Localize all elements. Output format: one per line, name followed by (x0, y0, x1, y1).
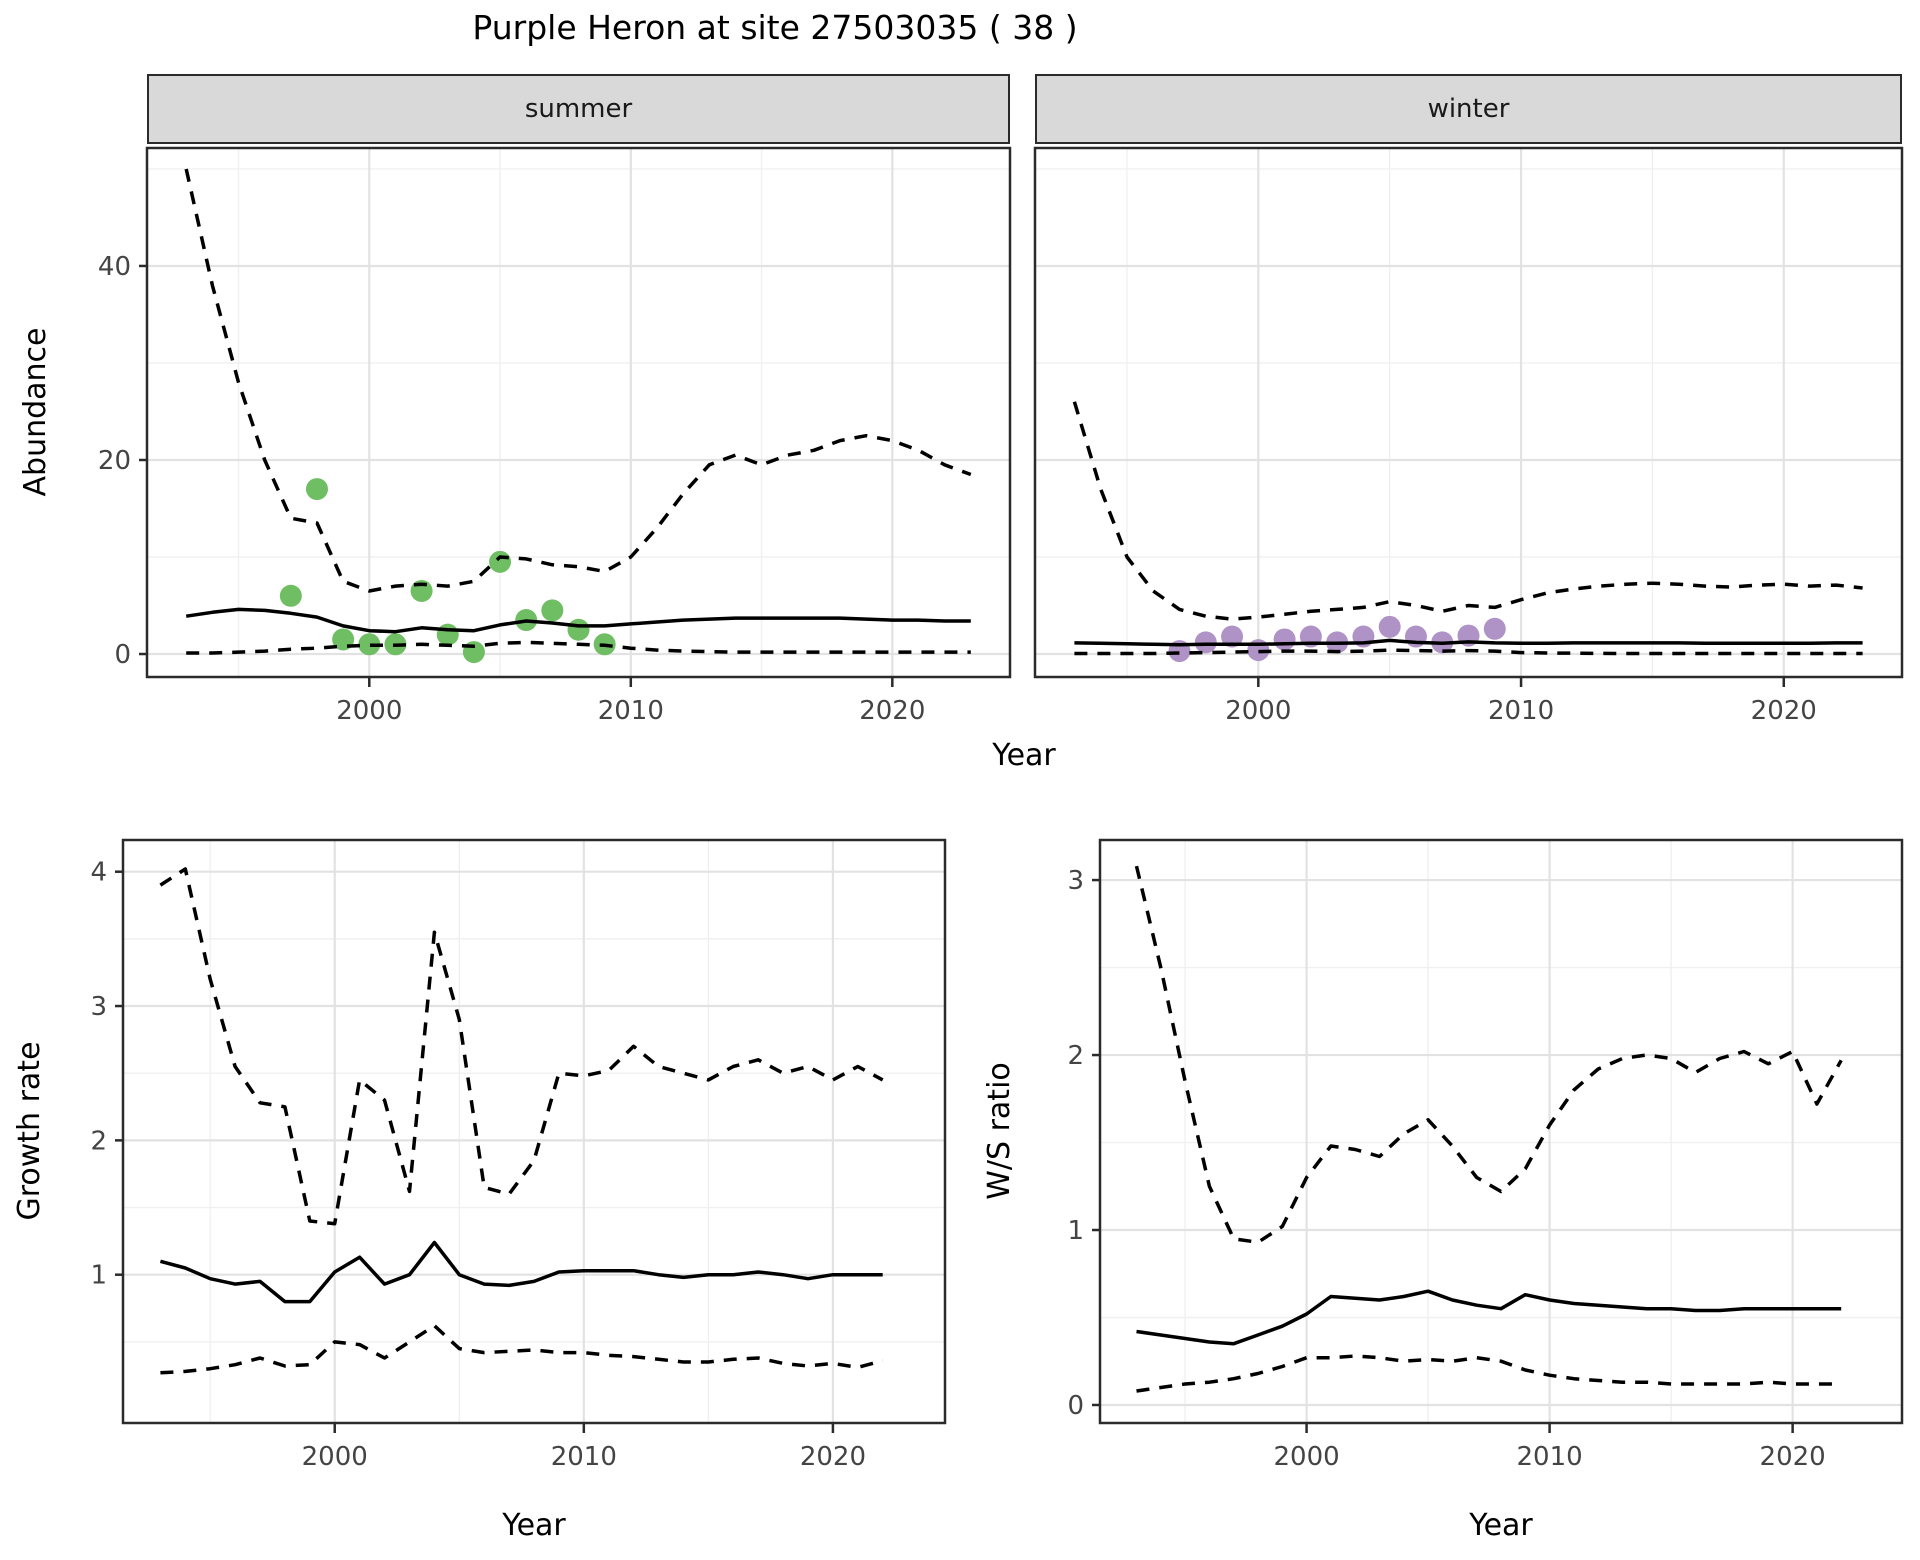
observed_abundance_summer-point (305, 478, 328, 501)
series-ws-upper_ci (1134, 865, 1843, 1245)
observed_abundance_winter-point (1273, 628, 1296, 651)
observed_abundance_summer-point (541, 599, 564, 622)
series-winter-upper_ci (1072, 401, 1863, 621)
y-tick-label: 4 (90, 858, 107, 888)
y-tick-label: 1 (90, 1261, 107, 1291)
x-tick-label: 2010 (1488, 696, 1554, 726)
observed_abundance_summer-point (567, 618, 590, 641)
observed_abundance_summer-point (358, 633, 381, 656)
x-tick-label: 2020 (800, 1442, 866, 1472)
facet-strip-summer: summer (147, 74, 1010, 144)
panel-growth (123, 840, 945, 1423)
panel-ws (1100, 840, 1902, 1423)
observed_abundance_winter-point (1483, 617, 1506, 640)
y-tick-label: 3 (90, 992, 107, 1022)
observed_abundance_winter-point (1378, 615, 1401, 638)
series-ws-lower_ci (1136, 1354, 1842, 1393)
observed_abundance_summer-point (279, 584, 302, 607)
panel-border (121, 838, 947, 1425)
y-axis-title-growth-rate: Growth rate (12, 1041, 47, 1221)
x-axis-title-ws: Year (1469, 1508, 1533, 1543)
observed_abundance_winter-point (1221, 625, 1244, 648)
series-winter-lower_ci (1074, 648, 1863, 656)
observed_abundance_summer-point (436, 623, 459, 646)
facet-strip-winter: winter (1035, 74, 1902, 144)
x-tick-label: 2000 (1225, 696, 1291, 726)
panel-border (1033, 146, 1904, 679)
y-tick-label: 1 (1067, 1216, 1084, 1246)
figure-title: Purple Heron at site 27503035 ( 38 ) (472, 8, 1078, 47)
x-tick-label: 2010 (598, 696, 664, 726)
series-growth-median (159, 1240, 883, 1304)
facet-label-summer: summer (524, 94, 633, 124)
y-tick-label: 3 (1067, 866, 1084, 896)
series-ws-median (1136, 1289, 1842, 1346)
panel-winter (1035, 148, 1902, 677)
panel-border (1098, 838, 1904, 1425)
series-summer-median (185, 607, 971, 634)
x-axis-title-top: Year (992, 738, 1056, 773)
series-growth-lower_ci (160, 1323, 884, 1375)
series-winter-median (1074, 638, 1863, 647)
y-tick-label: 2 (1067, 1041, 1084, 1071)
y-tick-label: 40 (98, 252, 131, 282)
facet-label-winter: winter (1427, 94, 1510, 124)
panel-summer (147, 148, 1010, 677)
x-axis-title-growth: Year (502, 1508, 566, 1543)
x-tick-label: 2000 (302, 1442, 368, 1472)
x-tick-label: 2010 (551, 1442, 617, 1472)
y-tick-label: 2 (90, 1126, 107, 1156)
y-axis-title-ws-ratio: W/S ratio (982, 1062, 1017, 1200)
y-tick-label: 0 (114, 640, 131, 670)
y-tick-label: 0 (1067, 1391, 1084, 1421)
y-tick-label: 20 (98, 446, 131, 476)
x-tick-label: 2020 (859, 696, 925, 726)
panel-border (145, 146, 1012, 679)
series-summer-lower_ci (186, 640, 971, 655)
x-tick-label: 2010 (1517, 1442, 1583, 1472)
y-axis-title-abundance: Abundance (18, 327, 53, 497)
observed_abundance_winter-point (1194, 631, 1217, 654)
x-tick-label: 2020 (1760, 1442, 1826, 1472)
x-tick-label: 2000 (336, 696, 402, 726)
x-tick-label: 2020 (1751, 696, 1817, 726)
observed_abundance_summer-point (489, 550, 512, 573)
series-summer-upper_ci (184, 168, 972, 593)
x-tick-label: 2000 (1273, 1442, 1339, 1472)
